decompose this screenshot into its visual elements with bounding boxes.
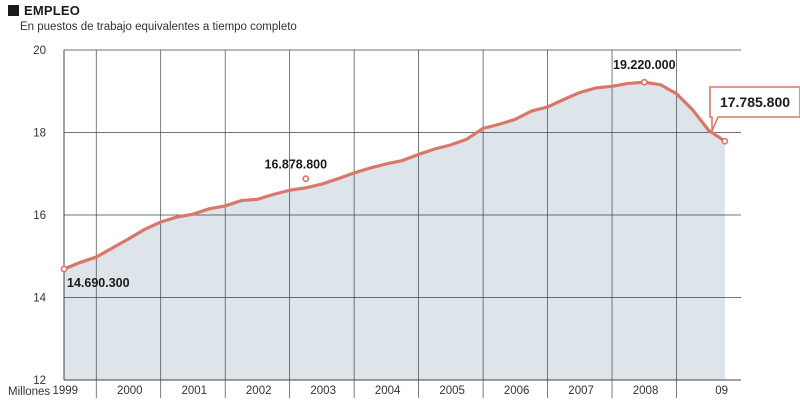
x-tick-label: 2006 bbox=[504, 385, 530, 397]
x-tick-label: 2005 bbox=[439, 385, 465, 397]
chart-title: EMPLEO bbox=[24, 3, 81, 18]
y-tick-label: 14 bbox=[33, 293, 46, 305]
annotation-marker bbox=[721, 137, 729, 145]
annotation-label: 19.220.000 bbox=[613, 58, 676, 72]
x-tick-label: 09 bbox=[715, 385, 728, 397]
x-tick-label: 2008 bbox=[633, 385, 659, 397]
employment-line bbox=[62, 80, 727, 271]
annotation-marker bbox=[60, 265, 68, 273]
chart-subtitle: En puestos de trabajo equivalentes a tie… bbox=[20, 21, 297, 33]
employment-area bbox=[64, 82, 725, 381]
x-tick-label: 2004 bbox=[375, 385, 401, 397]
annotation-marker bbox=[640, 78, 648, 86]
y-tick-label: 16 bbox=[33, 210, 46, 222]
annotation-label: 14.690.300 bbox=[67, 276, 130, 290]
y-tick-label: 12 bbox=[33, 375, 46, 387]
annotation-labels: 14.690.300 16.878.800 19.220.000 17.785.800 bbox=[67, 58, 800, 290]
chart-header: EMPLEO bbox=[8, 3, 80, 18]
y-axis-ticks: 12 14 16 18 20 Millones bbox=[8, 45, 50, 398]
chart-grid bbox=[63, 49, 741, 398]
annotation-label: 17.785.800 bbox=[720, 94, 790, 110]
annotation-marker bbox=[302, 175, 310, 183]
annotation-markers bbox=[60, 78, 729, 273]
x-tick-label: 2002 bbox=[246, 385, 272, 397]
x-tick-label: 2000 bbox=[117, 385, 143, 397]
y-axis-unit-label: Millones bbox=[8, 386, 50, 398]
callout-box bbox=[709, 86, 800, 132]
x-tick-label: 2003 bbox=[310, 385, 336, 397]
x-tick-label: 1999 bbox=[52, 385, 78, 397]
annotation-label: 16.878.800 bbox=[265, 158, 328, 172]
x-tick-label: 2007 bbox=[568, 385, 594, 397]
y-tick-label: 20 bbox=[33, 45, 46, 57]
y-tick-label: 18 bbox=[33, 128, 46, 140]
title-marker bbox=[8, 5, 19, 16]
x-axis-ticks: 1999 2000 2001 2002 2003 2004 2005 2006 2007 2008… bbox=[52, 385, 728, 397]
x-tick-label: 2001 bbox=[181, 385, 207, 397]
